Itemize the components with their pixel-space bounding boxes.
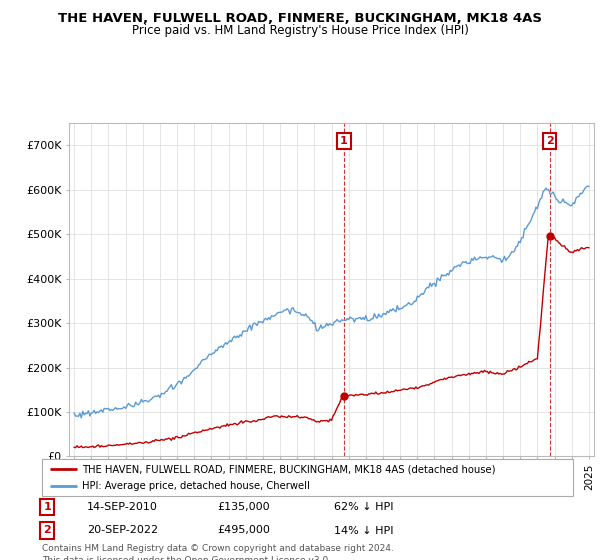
Text: 1: 1	[43, 502, 51, 512]
Text: 62% ↓ HPI: 62% ↓ HPI	[334, 502, 394, 512]
Text: 20-SEP-2022: 20-SEP-2022	[87, 525, 158, 535]
FancyBboxPatch shape	[42, 459, 573, 496]
Text: HPI: Average price, detached house, Cherwell: HPI: Average price, detached house, Cher…	[82, 481, 310, 491]
Text: Price paid vs. HM Land Registry's House Price Index (HPI): Price paid vs. HM Land Registry's House …	[131, 24, 469, 36]
Text: THE HAVEN, FULWELL ROAD, FINMERE, BUCKINGHAM, MK18 4AS (detached house): THE HAVEN, FULWELL ROAD, FINMERE, BUCKIN…	[82, 464, 496, 474]
Text: 14% ↓ HPI: 14% ↓ HPI	[334, 525, 394, 535]
Text: 14-SEP-2010: 14-SEP-2010	[87, 502, 158, 512]
Text: 2: 2	[546, 136, 554, 146]
Text: Contains HM Land Registry data © Crown copyright and database right 2024.
This d: Contains HM Land Registry data © Crown c…	[42, 544, 394, 560]
Text: THE HAVEN, FULWELL ROAD, FINMERE, BUCKINGHAM, MK18 4AS: THE HAVEN, FULWELL ROAD, FINMERE, BUCKIN…	[58, 12, 542, 25]
Text: £495,000: £495,000	[217, 525, 270, 535]
Text: 2: 2	[43, 525, 51, 535]
Text: £135,000: £135,000	[217, 502, 270, 512]
Text: 1: 1	[340, 136, 348, 146]
